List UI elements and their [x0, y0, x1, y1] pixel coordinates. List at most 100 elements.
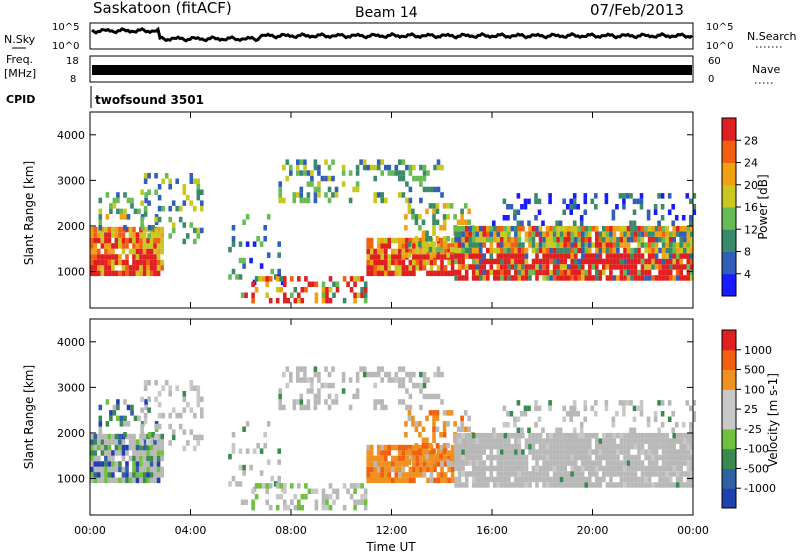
- power-cell-827: [489, 225, 494, 232]
- power-cell-659: [414, 236, 419, 242]
- power-cell-814: [486, 258, 490, 265]
- velocity-cell-483: [422, 377, 427, 383]
- velocity-cell-842: [496, 443, 501, 450]
- velocity-cell-1414: [646, 416, 651, 422]
- power-cell-135: [146, 243, 150, 249]
- power-cell-874: [507, 225, 511, 232]
- velocity-cell-877: [510, 465, 515, 472]
- velocity-cell-41: [104, 439, 108, 445]
- power-cell-1392: [594, 204, 598, 210]
- velocity-cell-1167: [623, 460, 627, 466]
- power-cell-1180: [626, 236, 631, 243]
- velocity-cell-1148: [616, 465, 620, 472]
- power-cell-109: [135, 243, 140, 249]
- power-cell-778: [471, 247, 476, 254]
- velocity-cell-1031: [570, 465, 574, 472]
- velocity-cell-65: [114, 439, 119, 445]
- velocity-cell-1322: [683, 460, 687, 466]
- power-cell-1171: [623, 231, 627, 237]
- velocity-cell-911: [524, 482, 529, 488]
- power-cell-117: [139, 243, 143, 249]
- power-cell-181: [112, 203, 117, 209]
- power-cell-668: [421, 219, 426, 225]
- power-cell-656: [407, 203, 412, 209]
- power-cell-1344: [690, 242, 694, 248]
- power-cell-1276: [665, 258, 669, 265]
- power-cell-966: [545, 242, 550, 248]
- velocity-cell-1271: [661, 438, 666, 444]
- power-cell-322: [286, 297, 291, 304]
- freq-unit-label: [MHz]: [4, 67, 36, 80]
- power-cell-1199: [633, 231, 638, 237]
- power-cell-371: [278, 197, 282, 204]
- power-cell-300: [244, 292, 248, 298]
- power-cell-31: [100, 237, 105, 244]
- power-cell-619: [436, 270, 441, 277]
- velocity-cell-882: [510, 432, 515, 439]
- power-cell-884: [514, 269, 518, 276]
- velocity-cell-413: [320, 382, 325, 389]
- power-cell-484: [422, 164, 427, 171]
- velocity-cell-1163: [623, 482, 627, 488]
- velocity-cell-393: [303, 377, 307, 383]
- power-cell-409: [317, 186, 321, 193]
- power-cell-535: [387, 270, 392, 277]
- power-cell-675: [428, 236, 433, 242]
- power-cbar-tick-label-6: 4: [744, 268, 751, 281]
- power-ytick-label-1: 2000: [57, 220, 85, 233]
- power-cell-473: [408, 164, 413, 171]
- power-cell-514: [376, 270, 381, 277]
- power-cell-1201: [637, 275, 641, 281]
- velocity-cell-965: [545, 454, 550, 461]
- velocity-cell-663: [418, 432, 422, 438]
- velocity-cell-932: [531, 438, 536, 444]
- power-cell-1029: [570, 269, 574, 276]
- power-x-ticks: [89, 112, 694, 308]
- power-cell-477: [419, 197, 423, 204]
- velocity-cell-829: [493, 476, 497, 483]
- power-cell-124: [142, 254, 147, 260]
- velocity-cell-1123: [605, 449, 610, 455]
- x-tick-label-5: 20:00: [577, 524, 609, 537]
- power-cell-1165: [623, 264, 627, 270]
- power-cell-1380: [569, 198, 573, 205]
- velocity-cell-406: [313, 371, 318, 378]
- power-cell-1197: [633, 247, 638, 254]
- power-cell-129: [142, 226, 147, 233]
- power-cell-585: [415, 265, 420, 271]
- velocity-cell-1210: [640, 482, 645, 488]
- power-cell-1181: [626, 231, 631, 237]
- power-cell-540: [387, 237, 392, 244]
- velocity-cell-676: [428, 410, 433, 416]
- power-cell-273: [235, 274, 239, 280]
- power-cell-414: [324, 192, 328, 198]
- velocity-cell-778: [471, 454, 476, 461]
- power-ytick-label-2: 3000: [57, 174, 85, 187]
- power-cell-1085: [588, 225, 592, 232]
- power-cell-571: [405, 237, 409, 244]
- velocity-cell-633: [443, 472, 448, 478]
- power-cell-515: [376, 265, 381, 271]
- velocity-cell-84: [125, 466, 129, 473]
- power-cell-111: [135, 232, 140, 238]
- velocity-cell-12: [93, 461, 98, 467]
- velocity-cell-140: [149, 466, 154, 473]
- power-cell-1250: [654, 247, 659, 254]
- velocity-cell-1194: [633, 471, 638, 477]
- power-cell-1108: [598, 236, 603, 243]
- power-cell-1434: [692, 193, 697, 199]
- power-cell-35: [104, 265, 108, 271]
- power-cell-906: [521, 258, 525, 265]
- velocity-cell-469: [405, 371, 409, 378]
- velocity-cell-223: [157, 423, 162, 430]
- power-cell-144: [149, 237, 154, 244]
- power-cell-1210: [640, 275, 645, 281]
- velocity-cell-1344: [690, 449, 694, 455]
- power-cell-764: [464, 231, 469, 237]
- velocity-cell-235: [171, 434, 176, 441]
- power-cell-127: [142, 237, 147, 244]
- velocity-cell-669: [425, 453, 429, 460]
- velocity-cell-1176: [626, 465, 631, 472]
- power-cell-26: [100, 270, 105, 277]
